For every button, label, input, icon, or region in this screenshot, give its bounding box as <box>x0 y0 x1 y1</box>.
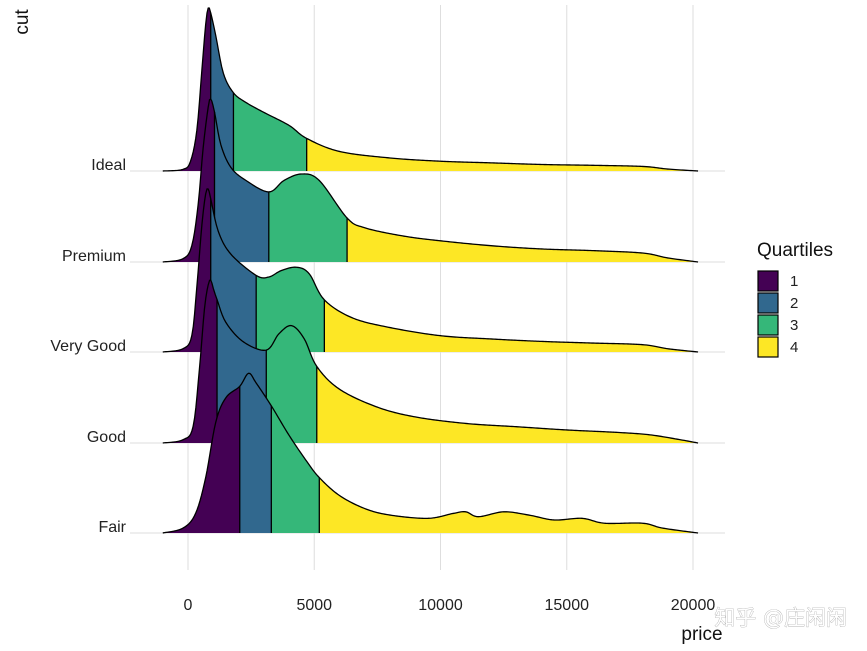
quartile-area-4 <box>319 477 699 533</box>
density-outline <box>162 188 699 353</box>
x-axis-title: price <box>681 624 722 645</box>
category-label: Premium <box>62 248 126 265</box>
ridge-fair <box>162 372 699 534</box>
quartile-area-1 <box>162 188 211 352</box>
watermark-text: 知乎 @庄闲闲 <box>714 606 847 630</box>
quartile-area-1 <box>162 280 218 443</box>
density-outline <box>162 279 699 444</box>
x-tick-label: 15000 <box>545 597 590 614</box>
legend-swatch-2 <box>757 292 779 314</box>
category-label: Very Good <box>50 338 126 355</box>
quartile-area-4 <box>306 138 699 171</box>
legend: Quartiles 1 2 3 4 <box>757 240 833 358</box>
x-tick-label: 5000 <box>296 597 332 614</box>
x-tick-label: 20000 <box>671 597 716 614</box>
legend-swatch-4 <box>757 336 779 358</box>
quartile-area-1 <box>162 8 211 171</box>
quartile-area-3 <box>266 325 317 443</box>
legend-items: 1 2 3 4 <box>757 270 798 358</box>
density-outline <box>162 7 699 172</box>
quartile-area-3 <box>268 173 348 262</box>
quartile-area-1 <box>162 386 240 533</box>
category-label: Fair <box>98 519 126 536</box>
legend-label-1: 1 <box>790 273 798 290</box>
quartile-area-1 <box>162 99 215 262</box>
quartile-area-4 <box>347 217 699 262</box>
density-outline <box>162 98 699 263</box>
y-axis-title: cut <box>12 9 33 35</box>
x-tick-label: 10000 <box>418 597 463 614</box>
x-tick-labels: 0 5000 10000 15000 20000 <box>184 597 716 614</box>
quartile-area-3 <box>233 92 307 171</box>
category-label: Good <box>87 429 126 446</box>
legend-label-3: 3 <box>790 317 798 334</box>
ridge-ideal <box>162 7 699 172</box>
quartile-area-4 <box>324 299 699 352</box>
category-label: Ideal <box>91 157 126 174</box>
ridges-layer <box>162 7 699 534</box>
quartile-area-2 <box>214 112 269 262</box>
quartile-area-2 <box>239 373 272 533</box>
density-outline <box>162 372 699 534</box>
quartile-area-3 <box>256 267 325 352</box>
legend-swatch-1 <box>757 270 779 292</box>
category-labels: Fair Good Very Good Premium Ideal <box>50 157 126 536</box>
quartile-area-4 <box>316 366 699 443</box>
legend-title: Quartiles <box>757 240 833 261</box>
x-tick-label: 0 <box>184 597 193 614</box>
quartile-area-3 <box>271 405 320 533</box>
legend-label-2: 2 <box>790 295 798 312</box>
ridge-premium <box>162 98 699 263</box>
legend-label-4: 4 <box>790 339 798 356</box>
legend-swatch-3 <box>757 314 779 336</box>
